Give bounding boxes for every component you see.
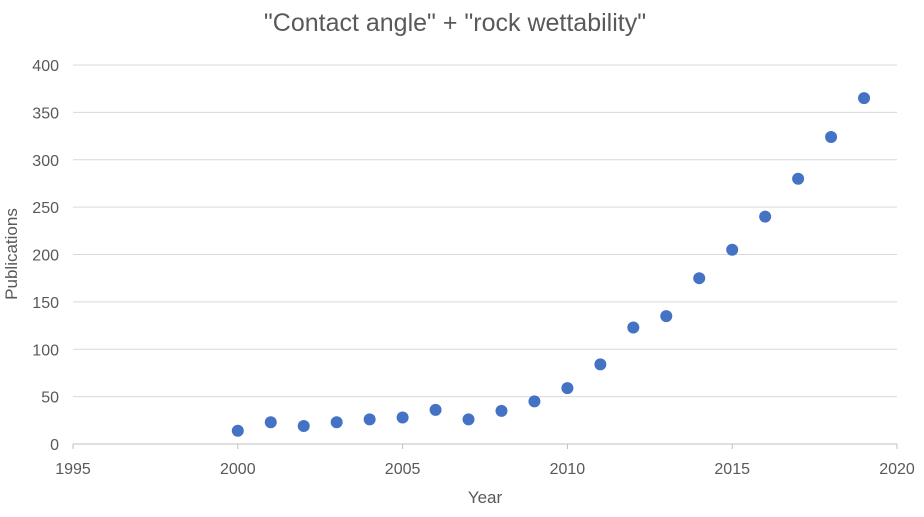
- y-tick-label: 100: [32, 342, 59, 359]
- x-tick-label: 2015: [714, 461, 750, 478]
- y-axis-title: Publications: [2, 208, 21, 300]
- y-tick-label: 50: [41, 390, 59, 407]
- data-point: [396, 411, 409, 424]
- x-tick-label: 1995: [55, 461, 91, 478]
- data-points: [231, 92, 871, 437]
- data-point: [858, 92, 871, 105]
- tick-labels: 0 50 100 150 200 250 300 350 400 1995 2000 2005 2010…: [32, 58, 915, 478]
- gridlines: [73, 64, 897, 398]
- data-point: [759, 210, 772, 223]
- y-tick-label: 250: [32, 200, 59, 217]
- data-point: [495, 404, 508, 417]
- data-point: [726, 243, 739, 256]
- data-point: [561, 382, 574, 395]
- data-point: [264, 416, 277, 429]
- x-tick-label: 2000: [220, 461, 256, 478]
- y-tick-label: 150: [32, 295, 59, 312]
- data-point: [429, 403, 442, 416]
- data-point: [363, 413, 376, 426]
- data-point: [660, 310, 673, 323]
- data-point: [627, 321, 640, 334]
- chart-title: "Contact angle" + "rock wettability": [264, 9, 646, 37]
- data-point: [825, 131, 838, 144]
- y-tick-label: 300: [32, 153, 59, 170]
- y-tick-label: 0: [50, 437, 59, 454]
- x-tick-label: 2005: [385, 461, 421, 478]
- y-tick-label: 200: [32, 248, 59, 265]
- data-point: [462, 413, 475, 426]
- axes: [72, 443, 898, 449]
- x-tick-label: 2020: [879, 461, 915, 478]
- data-point: [330, 416, 343, 429]
- data-point: [231, 424, 244, 437]
- x-axis-title: Year: [468, 488, 503, 507]
- data-point: [594, 358, 607, 371]
- y-tick-label: 400: [32, 58, 59, 75]
- data-point: [693, 272, 706, 285]
- data-point: [528, 395, 541, 408]
- y-tick-label: 350: [32, 105, 59, 122]
- x-tick-label: 2010: [550, 461, 586, 478]
- data-point: [297, 419, 310, 432]
- data-point: [792, 172, 805, 185]
